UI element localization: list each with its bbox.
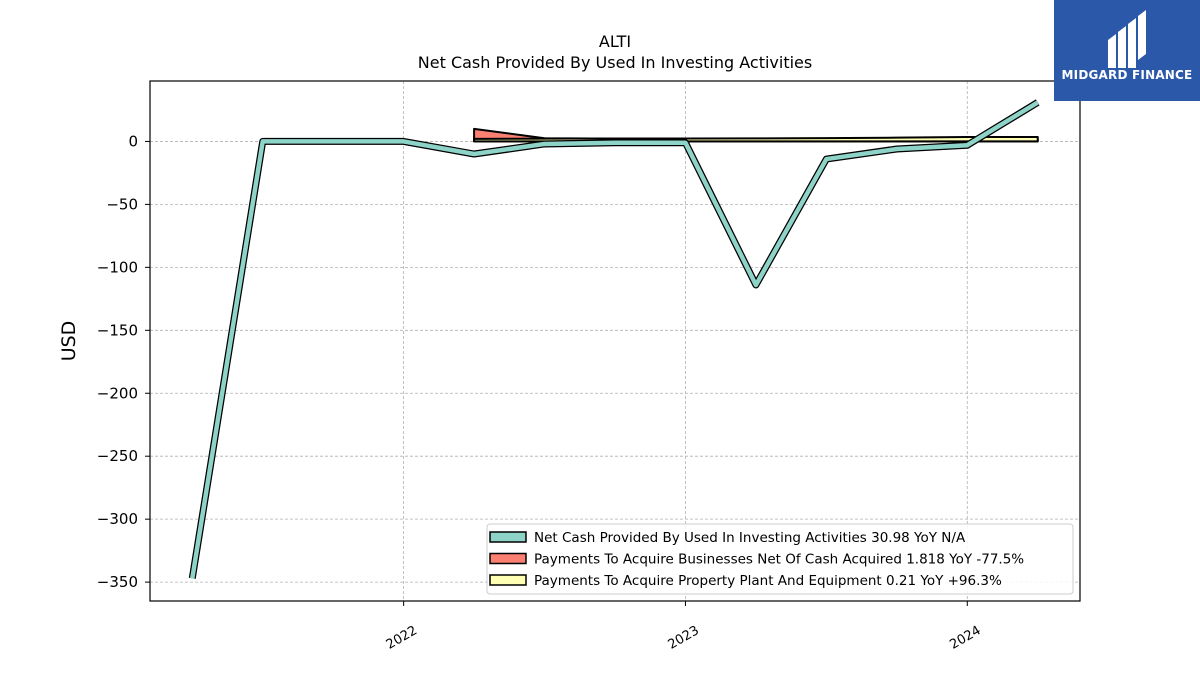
chart-title: ALTI (599, 32, 631, 51)
y-tick-label: 0 (128, 132, 138, 150)
legend-label-0: Net Cash Provided By Used In Investing A… (534, 530, 966, 546)
y-axis-ticks: 0 −50 −100 −150 −200 −250 −300 −350 (97, 132, 150, 591)
series-line-0 (190, 100, 1039, 579)
y-axis-label: USD (58, 321, 80, 362)
legend-swatch-0 (489, 531, 527, 543)
y-tick-label: −250 (97, 447, 138, 465)
x-axis-ticks: 2022 2023 2024 (384, 601, 984, 653)
y-tick-label: −150 (97, 321, 138, 339)
plot-frame (149, 80, 1081, 602)
brand-logo: MIDGARD FINANCE (1054, 0, 1200, 101)
y-tick-label: −50 (106, 195, 138, 213)
y-tick-label: −300 (97, 510, 138, 528)
midgard-logo-icon (1108, 10, 1146, 68)
legend-label-1: Payments To Acquire Businesses Net Of Ca… (534, 552, 1024, 568)
x-tick-label: 2023 (666, 623, 702, 653)
grid (150, 81, 1080, 601)
area-series-layer (473, 127, 1039, 143)
legend-label-2: Payments To Acquire Property Plant And E… (534, 573, 1002, 589)
logo-text: MIDGARD FINANCE (1061, 68, 1193, 82)
y-tick-label: −350 (97, 573, 138, 591)
x-tick-label: 2022 (384, 623, 420, 653)
legend-swatch-1 (489, 552, 527, 565)
chart-subtitle: Net Cash Provided By Used In Investing A… (418, 53, 812, 72)
y-tick-label: −100 (97, 258, 138, 276)
y-tick-label: −200 (97, 384, 138, 402)
legend-frame (486, 523, 1074, 595)
series-line-outline-0 (188, 99, 1040, 579)
x-tick-label: 2024 (947, 623, 983, 653)
line-series-layer (188, 99, 1040, 579)
legend-swatch-2 (489, 574, 527, 586)
legend: Net Cash Provided By Used In Investing A… (486, 523, 1074, 595)
